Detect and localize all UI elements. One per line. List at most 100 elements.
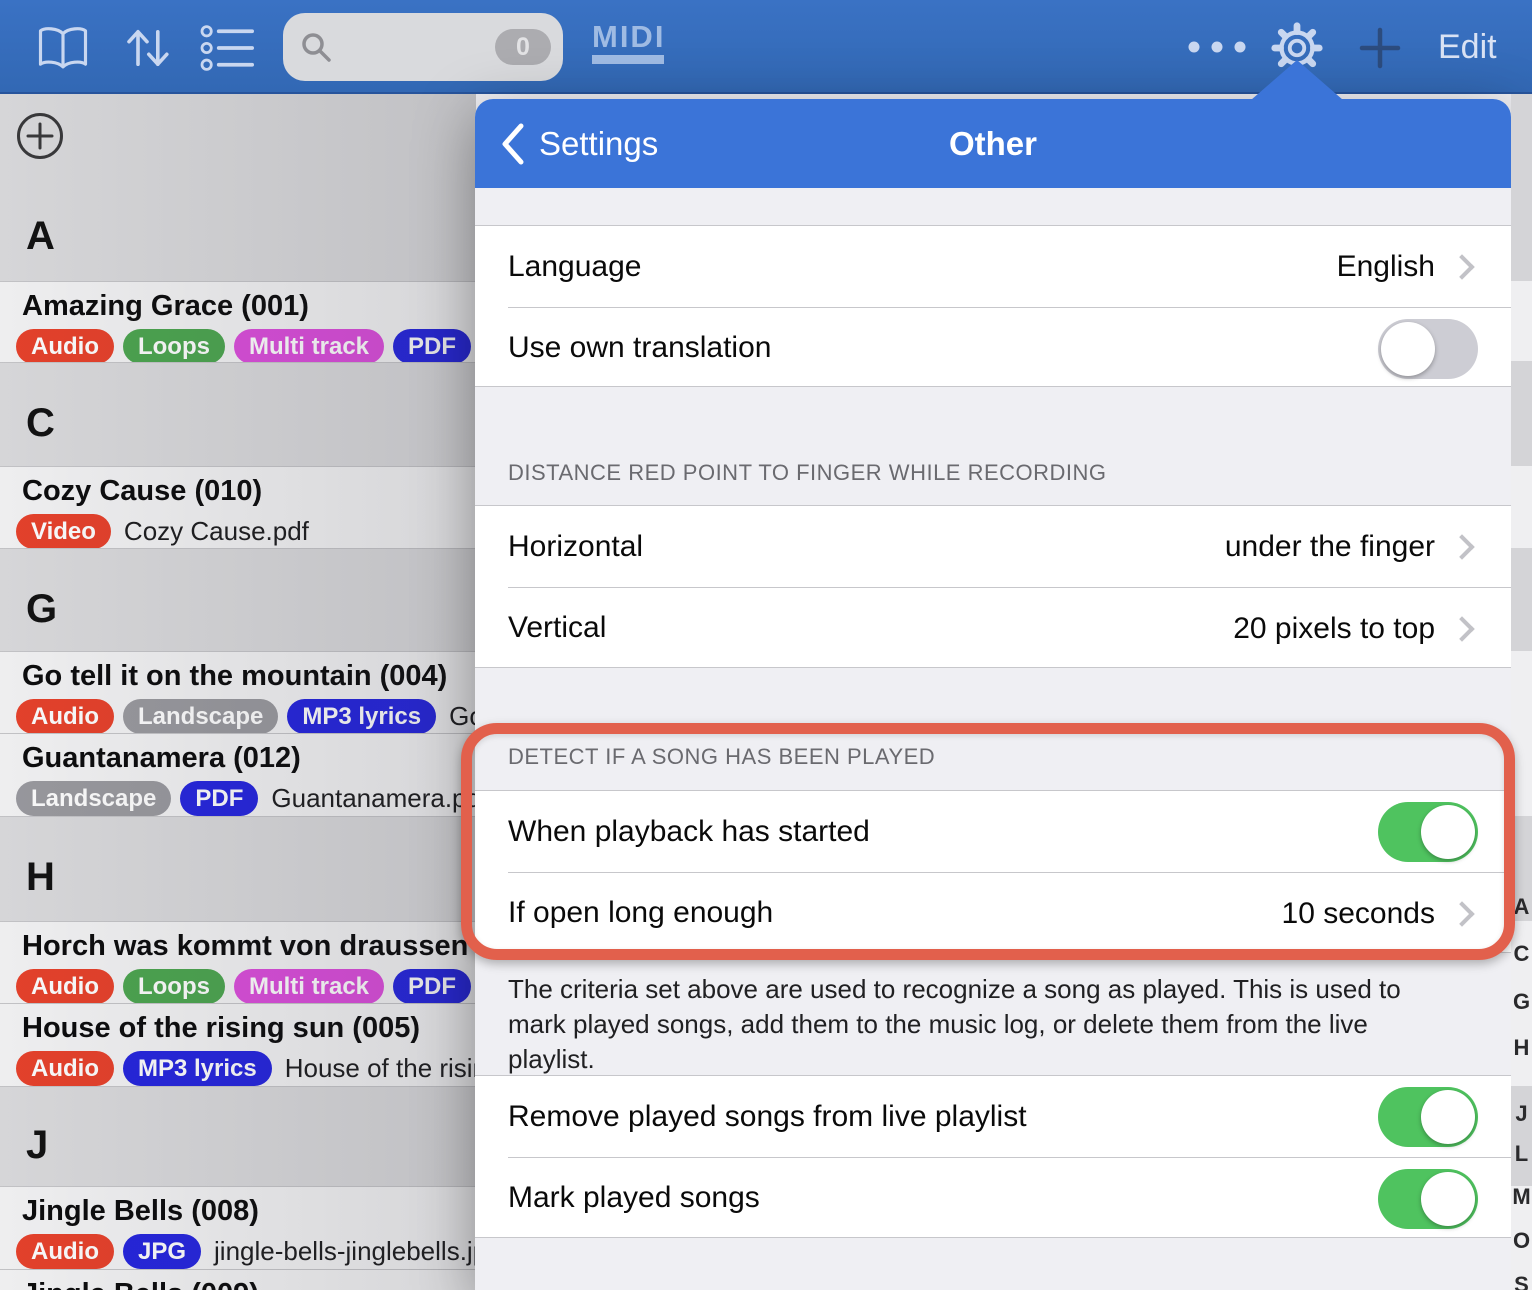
song-row[interactable]: Go tell it on the mountain (004) Audio L… xyxy=(0,651,476,734)
index-letter[interactable]: M xyxy=(1512,1184,1531,1209)
index-letter[interactable]: G xyxy=(1512,989,1531,1014)
song-title: Go tell it on the mountain (004) xyxy=(22,660,448,692)
song-row[interactable]: Horch was kommt von draussen re Audio Lo… xyxy=(0,921,476,1004)
row-mark-played-songs[interactable]: Mark played songs xyxy=(508,1157,1511,1238)
section-band: J xyxy=(0,1086,476,1186)
midi-logo-text: midi xyxy=(592,19,666,54)
book-icon[interactable] xyxy=(36,24,90,72)
badge-pdf: PDF xyxy=(180,781,259,816)
row-when-playback-started[interactable]: When playback has started xyxy=(475,791,1511,872)
use-own-translation-toggle[interactable] xyxy=(1378,318,1478,379)
song-row[interactable]: Guantanamera (012) Landscape PDF Guantan… xyxy=(0,733,476,816)
section-letter: G xyxy=(26,587,58,631)
midi-logo-button[interactable]: midi xyxy=(592,19,670,64)
top-toolbar: 0 midi Edit xyxy=(0,0,1532,94)
section-band: G xyxy=(0,548,476,651)
badge-audio: Audio xyxy=(16,699,114,734)
row-language[interactable]: Language English xyxy=(475,226,1511,307)
badge-loops: Loops xyxy=(122,969,225,1004)
section-letter: H xyxy=(26,855,55,899)
song-row[interactable]: Jingle Bells (009) xyxy=(0,1269,476,1290)
song-file: Guantanamera.pdf xyxy=(271,783,476,813)
index-letter[interactable]: L xyxy=(1514,1141,1529,1166)
song-file: jingle-bells-jinglebells.jpg xyxy=(214,1236,476,1266)
row-value: 20 pixels to top xyxy=(1233,611,1435,645)
search-input[interactable] xyxy=(333,31,495,63)
row-value: under the finger xyxy=(1224,529,1435,563)
badge-landscape: Landscape xyxy=(16,781,172,816)
edit-button[interactable]: Edit xyxy=(1438,28,1497,66)
song-title: Guantanamera (012) xyxy=(22,742,301,774)
row-remove-played-songs[interactable]: Remove played songs from live playlist xyxy=(475,1076,1511,1157)
section-band: A xyxy=(0,94,476,281)
song-list: A Amazing Grace (001) Audio Loops Multi … xyxy=(0,94,476,1290)
index-letter[interactable]: J xyxy=(1515,1101,1528,1126)
song-title: Cozy Cause (010) xyxy=(22,475,263,507)
section-header-distance: DISTANCE RED POINT TO FINGER WHILE RECOR… xyxy=(508,460,1107,485)
search-icon xyxy=(302,33,331,62)
alphabet-index: A C G H J L M O S xyxy=(1511,94,1532,1290)
song-file: House of the risin xyxy=(284,1053,476,1083)
row-value: 10 seconds xyxy=(1281,896,1435,930)
song-title: Jingle Bells (008) xyxy=(22,1195,259,1227)
song-title: Horch was kommt von draussen re xyxy=(22,930,476,962)
row-label: If open long enough xyxy=(508,896,774,929)
badge-multi-track: Multi track xyxy=(233,969,385,1004)
song-file: Go xyxy=(449,701,476,731)
index-letter[interactable]: H xyxy=(1513,1035,1530,1060)
badge-multi-track: Multi track xyxy=(233,329,385,364)
section-letter: J xyxy=(26,1123,49,1167)
list-icon[interactable] xyxy=(198,22,258,74)
settings-group-played: Remove played songs from live playlist M… xyxy=(475,1075,1511,1238)
song-row[interactable]: Cozy Cause (010) Video Cozy Cause.pdf xyxy=(0,466,476,549)
back-button[interactable]: Settings xyxy=(501,99,658,188)
song-row[interactable]: Jingle Bells (008) Audio JPG jingle-bell… xyxy=(0,1186,476,1269)
index-letter[interactable]: A xyxy=(1513,894,1530,919)
song-row[interactable]: House of the rising sun (005) Audio MP3 … xyxy=(0,1003,476,1086)
mark-played-songs-toggle[interactable] xyxy=(1378,1168,1478,1229)
badge-mp3-lyrics: MP3 lyrics xyxy=(287,699,437,734)
settings-group-detect: When playback has started If open long e… xyxy=(475,790,1511,953)
badge-video: Video xyxy=(16,514,111,549)
row-label: Remove played songs from live playlist xyxy=(508,1099,1027,1133)
song-title: Jingle Bells (009) xyxy=(22,1278,476,1290)
back-chevron-icon xyxy=(502,123,524,164)
when-playback-started-toggle[interactable] xyxy=(1378,801,1478,862)
index-letter[interactable]: S xyxy=(1514,1272,1529,1290)
remove-played-songs-toggle[interactable] xyxy=(1378,1086,1478,1147)
sort-icon[interactable] xyxy=(120,22,174,74)
badge-jpg: JPG xyxy=(122,1234,202,1269)
song-row[interactable]: Amazing Grace (001) Audio Loops Multi tr… xyxy=(0,281,476,364)
index-letter[interactable]: O xyxy=(1512,1228,1531,1253)
section-header-detect: DETECT IF A SONG HAS BEEN PLAYED xyxy=(508,744,936,769)
row-label: Language xyxy=(508,249,642,283)
detect-footer-text: The criteria set above are used to recog… xyxy=(508,974,1401,1074)
chevron-right-icon xyxy=(1449,253,1475,280)
badge-pdf: PDF xyxy=(393,969,472,1004)
row-horizontal[interactable]: Horizontal under the finger xyxy=(475,506,1511,587)
search-count-badge: 0 xyxy=(495,29,551,65)
badge-audio: Audio xyxy=(16,969,114,1004)
row-label: When playback has started xyxy=(508,814,870,848)
badge-audio: Audio xyxy=(16,1234,114,1269)
popover-body: Language English Use own translation DIS… xyxy=(475,188,1511,1290)
song-title: Amazing Grace (001) xyxy=(22,290,309,322)
popover-header: Settings Other xyxy=(475,99,1511,188)
row-vertical[interactable]: Vertical 20 pixels to top xyxy=(508,587,1511,668)
badge-audio: Audio xyxy=(16,329,114,364)
row-use-own-translation[interactable]: Use own translation xyxy=(508,307,1511,388)
badge-loops: Loops xyxy=(122,329,225,364)
settings-group-distance: Horizontal under the finger Vertical 20 … xyxy=(475,505,1511,668)
settings-group-language: Language English Use own translation xyxy=(475,225,1511,387)
add-icon[interactable] xyxy=(1358,26,1402,70)
chevron-right-icon xyxy=(1449,900,1475,927)
add-song-button[interactable] xyxy=(16,112,64,160)
index-letter[interactable]: C xyxy=(1513,941,1530,966)
row-label: Mark played songs xyxy=(508,1181,760,1214)
search-field[interactable]: 0 xyxy=(283,13,563,81)
badge-mp3-lyrics: MP3 lyrics xyxy=(122,1051,272,1086)
more-options-icon[interactable] xyxy=(1186,38,1248,56)
row-if-open-long-enough[interactable]: If open long enough 10 seconds xyxy=(508,872,1511,953)
badge-landscape: Landscape xyxy=(122,699,279,734)
